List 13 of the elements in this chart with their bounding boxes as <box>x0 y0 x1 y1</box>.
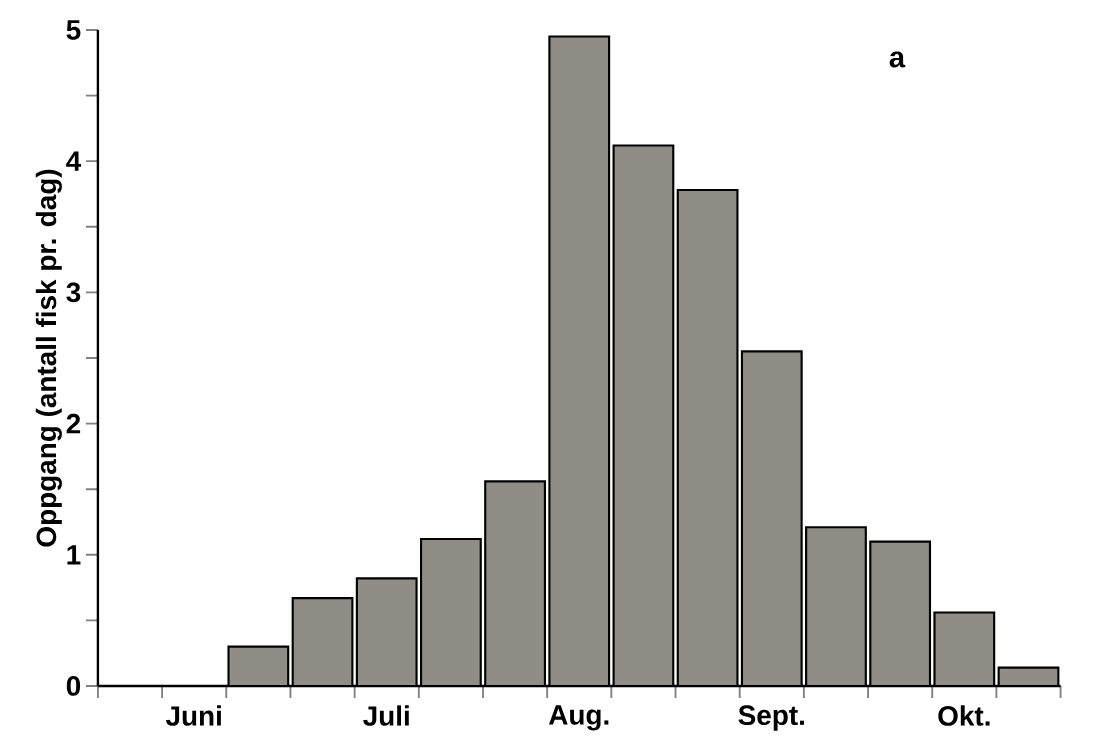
y-tick-label: 1 <box>67 545 81 565</box>
y-tick-label: 2 <box>66 413 81 434</box>
y-tick-label: 4 <box>66 151 82 171</box>
y-tick-label: 3 <box>66 282 81 303</box>
y-tick-label: 0 <box>66 676 81 696</box>
x-tick-label: Sept. <box>738 705 804 731</box>
x-tick-label: Aug. <box>548 705 609 731</box>
x-tick-label: Juni <box>165 705 221 726</box>
y-axis-title: Oppgang (antall fisk pr. dag) <box>35 169 62 547</box>
y-tick-label: 5 <box>66 20 81 40</box>
x-tick-label: Okt. <box>938 705 990 726</box>
x-tick-label: Juli <box>363 705 409 726</box>
annotation: a <box>889 51 906 68</box>
